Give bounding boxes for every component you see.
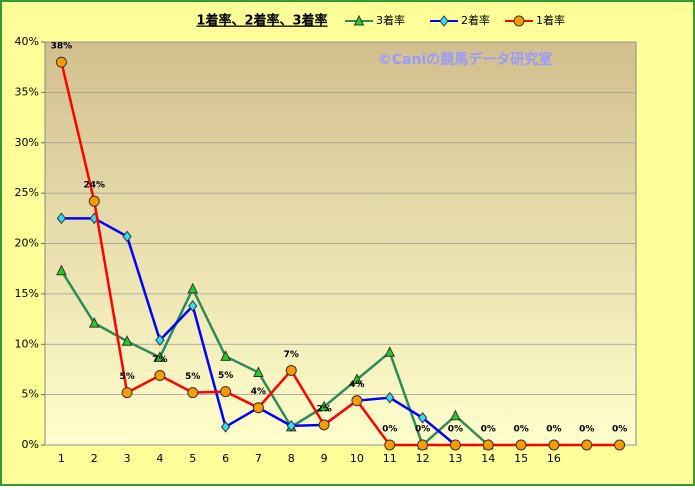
- data-point: [122, 230, 132, 243]
- data-point: [318, 400, 330, 412]
- y-tick-label: 25%: [15, 186, 39, 199]
- data-point: [384, 439, 396, 451]
- data-label: 7%: [284, 350, 299, 360]
- data-label: 0%: [382, 425, 397, 435]
- data-point: [187, 282, 199, 294]
- data-point: [450, 409, 461, 421]
- x-tick-label: 12: [416, 452, 430, 465]
- data-label: 5%: [218, 371, 233, 381]
- data-point: [285, 364, 297, 376]
- series-line: [60, 270, 490, 448]
- data-point: [385, 391, 395, 404]
- data-point: [417, 411, 428, 424]
- data-point: [88, 316, 100, 328]
- data-label: 7%: [152, 355, 167, 365]
- data-label: 5%: [119, 372, 134, 382]
- x-tick-label: 11: [383, 452, 397, 465]
- data-point: [188, 300, 198, 312]
- data-point: [154, 351, 166, 362]
- x-tick-label: 9: [321, 452, 328, 465]
- data-label: 0%: [481, 425, 496, 435]
- data-point: [88, 195, 100, 207]
- x-tick-label: 2: [91, 452, 98, 465]
- data-label: 0%: [513, 425, 528, 435]
- data-label: 0%: [612, 425, 627, 435]
- data-point: [351, 373, 363, 385]
- data-point: [614, 439, 626, 451]
- x-tick-label: 8: [288, 452, 295, 465]
- data-point: [449, 439, 461, 451]
- data-point: [121, 387, 133, 399]
- data-point: [220, 386, 232, 398]
- data-point: [253, 366, 264, 377]
- x-tick-label: 1: [58, 452, 65, 465]
- data-point: [482, 439, 494, 451]
- y-tick-label: 10%: [15, 337, 39, 350]
- data-point: [155, 334, 165, 347]
- data-point: [220, 421, 231, 433]
- data-label: 4%: [349, 380, 364, 390]
- data-point: [56, 264, 67, 276]
- legend-label: 1着率: [536, 13, 565, 27]
- data-point: [55, 56, 67, 68]
- x-tick-label: 4: [156, 452, 163, 465]
- data-point: [351, 395, 363, 407]
- data-label: 2%: [316, 404, 331, 414]
- y-tick-label: 0%: [22, 438, 39, 451]
- x-tick-label: 5: [189, 452, 196, 465]
- data-point: [581, 439, 593, 451]
- legend-marker: [353, 14, 365, 26]
- y-tick-label: 30%: [15, 136, 39, 149]
- data-label: 0%: [448, 425, 463, 435]
- y-tick-label: 40%: [15, 35, 39, 48]
- chart-title: 1着率、2着率、3着率: [196, 13, 327, 29]
- data-point: [286, 420, 296, 432]
- y-tick-label: 15%: [15, 287, 39, 300]
- data-label: 24%: [83, 181, 105, 191]
- x-tick-label: 15: [514, 452, 528, 465]
- data-point: [56, 212, 67, 225]
- data-point: [548, 439, 560, 451]
- x-tick-label: 14: [481, 452, 495, 465]
- data-label: 0%: [579, 425, 594, 435]
- y-tick-label: 20%: [15, 237, 39, 250]
- x-tick-label: 7: [255, 452, 262, 465]
- data-label: 4%: [251, 387, 266, 397]
- data-point: [384, 346, 396, 357]
- y-tick-label: 35%: [15, 85, 39, 98]
- data-point: [220, 350, 231, 361]
- y-tick-label: 5%: [22, 388, 39, 401]
- data-label: 5%: [185, 372, 200, 382]
- data-point: [417, 439, 429, 451]
- watermark: ©Caniの競馬データ研究室: [378, 51, 553, 68]
- data-point: [318, 419, 330, 431]
- x-tick-label: 16: [547, 452, 561, 465]
- x-tick-label: 3: [124, 452, 131, 465]
- data-label: 38%: [51, 42, 73, 52]
- data-point: [121, 335, 133, 346]
- x-tick-label: 13: [448, 452, 462, 465]
- data-point: [187, 387, 199, 399]
- data-label: 0%: [415, 425, 430, 435]
- legend-label: 2着率: [461, 13, 490, 27]
- legend-marker: [439, 15, 449, 27]
- data-point: [515, 439, 527, 451]
- legend-marker: [513, 15, 525, 27]
- data-point: [252, 402, 264, 414]
- data-point: [154, 369, 166, 381]
- x-tick-label: 10: [350, 452, 364, 465]
- data-label: 0%: [546, 425, 561, 435]
- x-tick-label: 6: [222, 452, 229, 465]
- legend-label: 3着率: [376, 13, 405, 27]
